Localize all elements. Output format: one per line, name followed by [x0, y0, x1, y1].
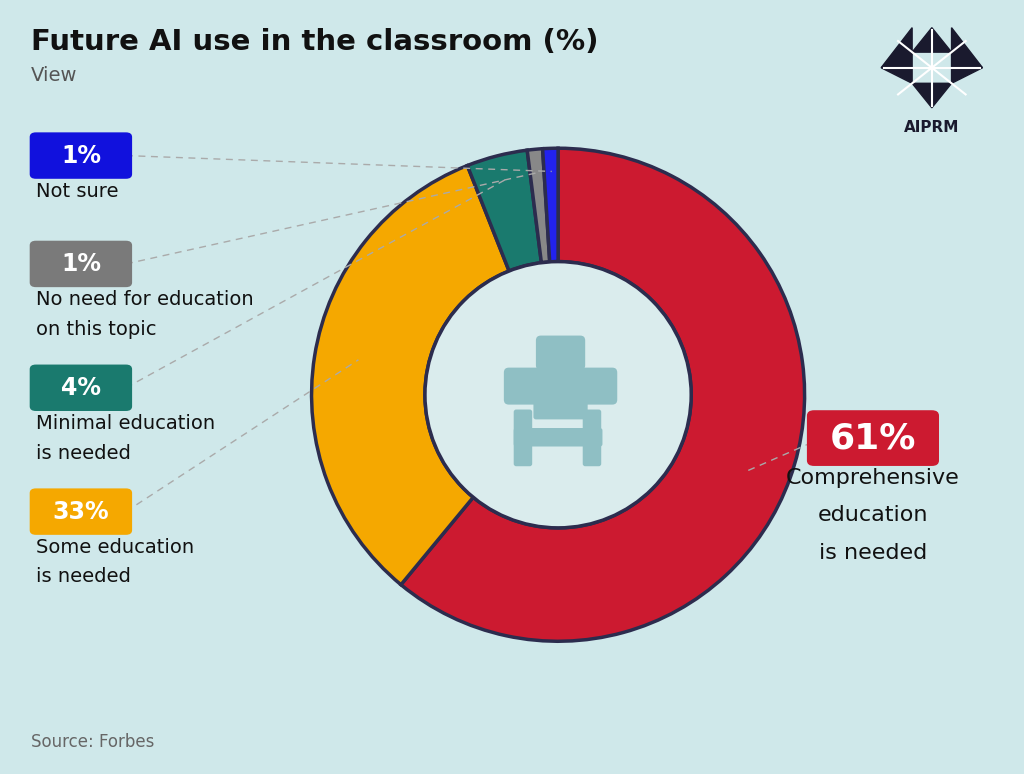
Wedge shape — [401, 149, 805, 641]
Text: Source: Forbes: Source: Forbes — [31, 733, 154, 751]
FancyBboxPatch shape — [514, 428, 602, 447]
Wedge shape — [467, 150, 542, 271]
FancyBboxPatch shape — [536, 336, 585, 370]
Text: 1%: 1% — [60, 143, 101, 168]
Text: No need for education: No need for education — [36, 290, 254, 310]
Polygon shape — [951, 52, 982, 84]
Text: Some education: Some education — [36, 538, 194, 557]
Polygon shape — [912, 84, 951, 108]
Text: 4%: 4% — [60, 375, 101, 400]
Text: Not sure: Not sure — [36, 182, 119, 201]
Text: 61%: 61% — [829, 421, 916, 455]
FancyBboxPatch shape — [583, 409, 601, 466]
Wedge shape — [311, 166, 509, 584]
Polygon shape — [951, 28, 982, 68]
Text: 1%: 1% — [60, 252, 101, 276]
Text: is needed: is needed — [36, 444, 131, 463]
Text: on this topic: on this topic — [36, 320, 157, 339]
Wedge shape — [527, 149, 550, 262]
Text: Comprehensive: Comprehensive — [786, 468, 959, 488]
Text: is needed: is needed — [36, 567, 131, 587]
Text: View: View — [31, 67, 77, 85]
Text: education: education — [818, 505, 928, 526]
FancyBboxPatch shape — [514, 409, 532, 466]
FancyBboxPatch shape — [534, 395, 588, 420]
Polygon shape — [881, 28, 912, 68]
Text: Future AI use in the classroom (%): Future AI use in the classroom (%) — [31, 29, 598, 57]
Wedge shape — [543, 149, 558, 262]
Polygon shape — [881, 52, 912, 84]
Polygon shape — [912, 28, 951, 52]
Circle shape — [425, 262, 691, 528]
Text: 33%: 33% — [52, 499, 110, 524]
FancyBboxPatch shape — [504, 368, 617, 405]
Text: is needed: is needed — [819, 543, 927, 563]
Text: Minimal education: Minimal education — [36, 414, 215, 433]
Text: AIPRM: AIPRM — [904, 120, 959, 135]
